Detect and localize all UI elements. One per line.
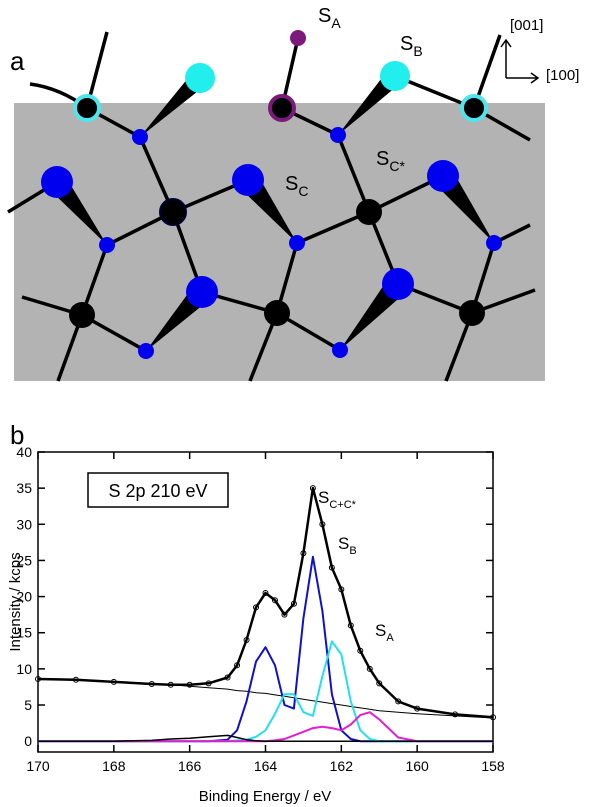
panel-b: b S 2p 210 eV SC+C* SB SA Binding Energy… [7,420,505,805]
series-line [38,640,493,743]
data-point [357,647,364,654]
label-box [87,472,229,508]
series-line [38,711,493,743]
x-axis-label: Binding Energy / eV [199,788,332,805]
y-tick-label: 30 [16,516,32,532]
data-point [205,680,212,687]
y-tick-label: 20 [16,589,32,605]
series-line [38,734,493,742]
site-label: SA [318,5,341,31]
x-tick-label: 160 [405,758,429,774]
x-tick-label: 166 [178,758,202,774]
data-point [290,600,297,607]
data-point [186,681,193,688]
y-axis-label: Intensity / kcps [7,552,24,651]
data-point [452,711,459,718]
surface [14,103,545,381]
series-line [37,486,494,719]
data-point [253,604,260,611]
data-point [376,680,383,687]
peak-label: SA [375,621,394,644]
data-point [347,622,354,629]
data-point [243,636,250,643]
data-point [224,674,231,681]
site-label: SB [400,33,423,59]
y-tick-label: 40 [16,444,32,460]
y-tick-label: 10 [16,661,32,677]
x-tick-label: 168 [102,758,126,774]
data-point [72,676,79,683]
data-point [309,485,316,492]
data-point [281,611,288,618]
x-tick-label: 162 [330,758,354,774]
y-tick-label: 35 [16,480,32,496]
panel-a: a SA SB SC SC* [001] [100] [7,5,579,382]
x-tick-label: 164 [254,758,278,774]
data-point [395,698,402,705]
series-line [38,555,493,743]
data-point [338,586,345,593]
data-point [262,589,269,596]
y-tick-label: 0 [24,733,32,749]
direction-label: [001] [510,17,543,34]
data-point [300,550,307,557]
axes-arrows [500,38,540,84]
y-tick-label: 5 [24,697,32,713]
y-tick-label: 15 [16,625,32,641]
data-point [414,705,421,712]
y-tick-label: 25 [16,552,32,568]
box-label: S 2p 210 eV [108,481,207,501]
site-label: SC* [376,148,405,174]
data-point [319,521,326,528]
panel-label: b [10,420,24,450]
panel-label: a [10,46,25,76]
x-tick-label: 158 [481,758,505,774]
x-tick-label: 170 [26,758,50,774]
peak-label: SB [338,534,357,557]
data-point [271,597,278,604]
series-line [37,678,494,719]
data-point [234,662,241,669]
data-point [328,564,335,571]
direction-label: [100] [546,67,579,84]
site-label: SC [285,173,308,199]
data-point [366,665,373,672]
peak-label: SC+C* [318,488,357,511]
atoms [41,30,502,359]
data-point [490,714,496,721]
